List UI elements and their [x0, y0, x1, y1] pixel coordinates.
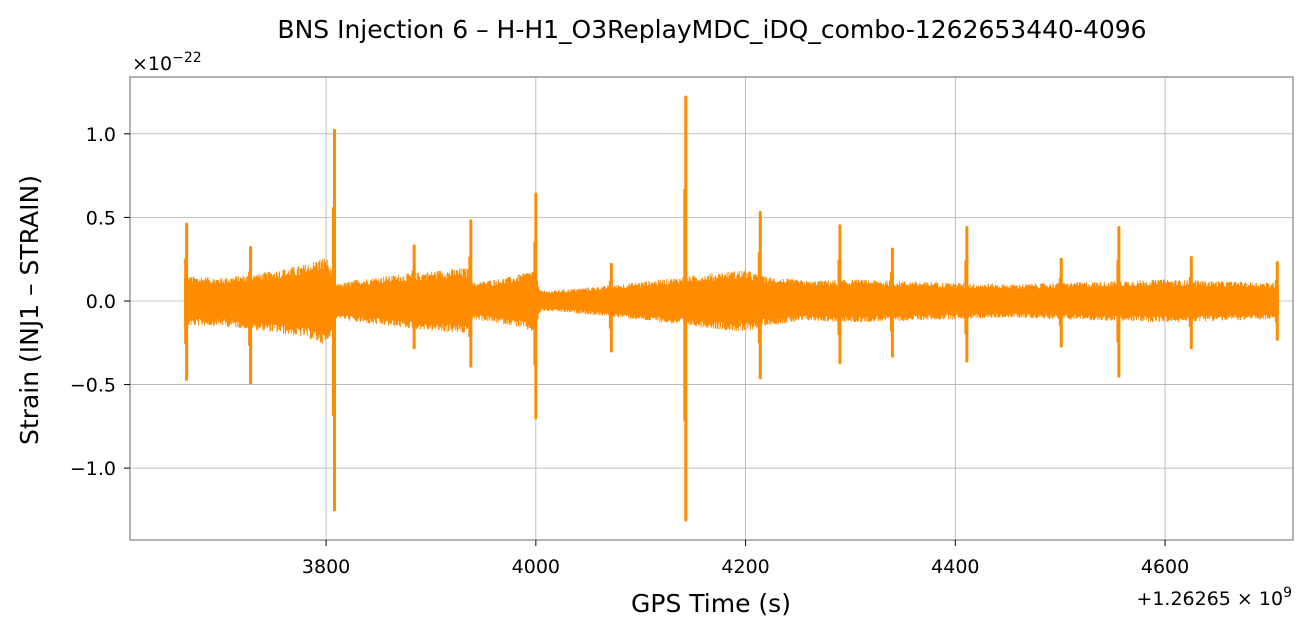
x-axis-label: GPS Time (s) [631, 589, 791, 618]
y-axis-label: Strain (INJ1 – STRAIN) [15, 175, 44, 445]
y-axis: −1.0 −0.5 0.0 0.5 1.0 [70, 124, 130, 480]
x-offset-text: +1.26265 × 109 [1136, 585, 1292, 610]
x-axis: 3800 4000 4200 4400 4600 [302, 540, 1189, 578]
y-tick-label: −0.5 [70, 375, 116, 397]
x-tick-label: 4200 [721, 556, 769, 578]
plot-frame [129, 76, 1294, 541]
y-tick-label: 1.0 [86, 124, 116, 146]
x-tick-label: 4600 [1141, 556, 1189, 578]
y-tick-label: −1.0 [70, 458, 116, 480]
data-layer [184, 95, 1279, 522]
chart-title: BNS Injection 6 – H-H1_O3ReplayMDC_iDQ_c… [277, 15, 1146, 44]
y-tick-label: 0.5 [86, 207, 116, 229]
y-scale-text: ×10−22 [132, 50, 202, 75]
x-tick-label: 4400 [931, 556, 979, 578]
signal-noise [184, 258, 1279, 345]
x-tick-label: 3800 [302, 556, 350, 578]
y-tick-label: 0.0 [86, 291, 116, 313]
x-tick-label: 4000 [512, 556, 560, 578]
